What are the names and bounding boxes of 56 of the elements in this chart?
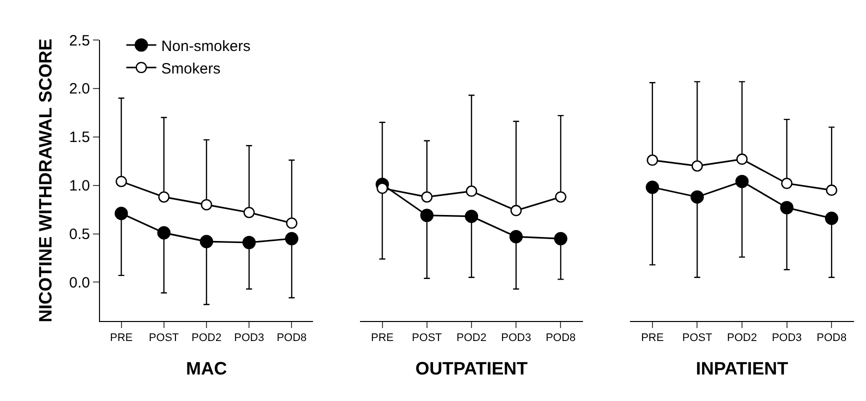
y-tick-label: 2.0	[69, 80, 90, 98]
y-tick-label: 0.0	[69, 274, 90, 292]
point	[200, 234, 214, 248]
point	[286, 217, 298, 229]
point	[242, 236, 256, 250]
point	[200, 199, 212, 210]
point	[420, 208, 434, 222]
point	[780, 200, 794, 214]
point	[285, 232, 298, 246]
y-tick-label: 2.5	[69, 32, 90, 50]
x-tick-label: PRE	[110, 332, 133, 344]
y-tick-label: 0.5	[69, 226, 90, 244]
point	[376, 182, 388, 194]
point	[690, 190, 704, 204]
point	[781, 178, 792, 190]
point	[114, 206, 128, 220]
point	[826, 184, 838, 196]
point	[692, 160, 703, 172]
point	[158, 191, 170, 203]
point	[157, 226, 171, 240]
point	[646, 180, 660, 194]
legend-label: Non-smokers	[161, 38, 250, 55]
point	[510, 204, 522, 216]
x-tick-label: PRE	[641, 332, 664, 344]
point	[555, 191, 566, 203]
point	[736, 154, 748, 165]
point	[509, 230, 523, 244]
x-tick-label: POD2	[456, 332, 486, 344]
x-tick-label: POST	[148, 332, 180, 344]
x-tick-label: POD8	[276, 332, 307, 344]
x-tick-label: POD2	[192, 332, 222, 344]
point	[554, 232, 568, 246]
x-tick-label: POD8	[546, 332, 576, 344]
y-tick-label: 1.0	[69, 178, 90, 195]
x-tick-label: POD3	[234, 332, 264, 344]
point	[421, 191, 433, 203]
legend-label: Smokers	[161, 60, 220, 78]
x-tick-label: POD8	[816, 332, 847, 344]
point	[646, 154, 658, 166]
point	[466, 186, 478, 197]
y-tick-label: 1.5	[69, 129, 90, 146]
point	[116, 176, 127, 188]
x-axis-title: MAC	[186, 358, 227, 378]
x-axis-title: OUTPATIENT	[415, 358, 528, 378]
x-tick-label: POST	[412, 332, 442, 344]
point	[735, 174, 749, 188]
x-tick-label: POST	[682, 332, 712, 344]
point	[243, 206, 255, 218]
x-tick-label: POD3	[772, 332, 802, 344]
x-tick-label: POD2	[727, 332, 757, 344]
x-tick-label: POD3	[501, 332, 532, 344]
x-tick-label: PRE	[370, 332, 394, 344]
y-axis-title: NICOTINE WITHDRAWAL SCORE	[35, 38, 56, 322]
point	[464, 210, 478, 223]
point	[824, 212, 838, 225]
x-axis-title: INPATIENT	[696, 358, 788, 378]
